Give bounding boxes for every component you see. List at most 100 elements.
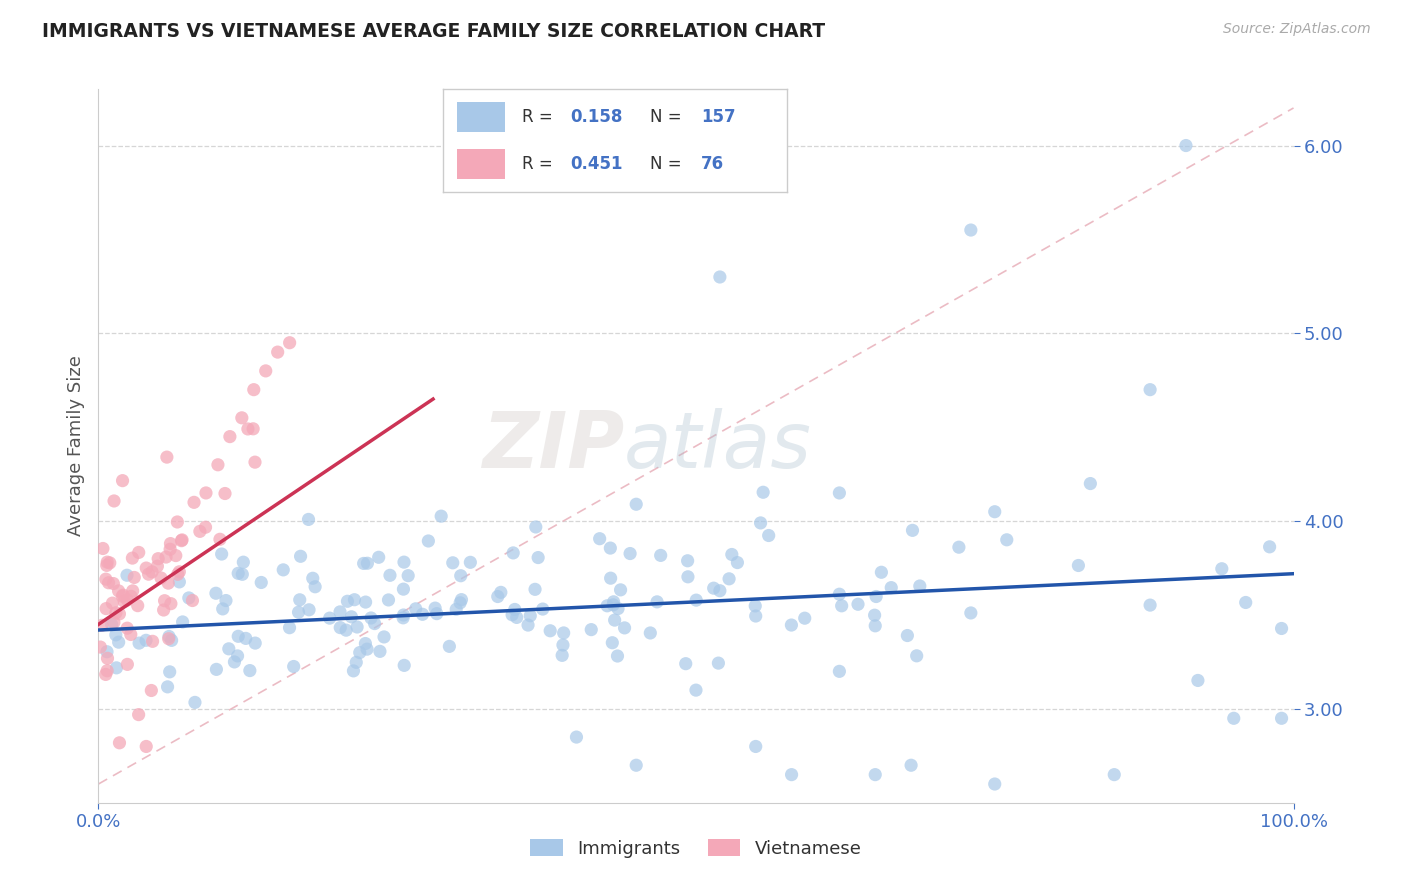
Point [752, 485, 775, 500]
Point [745, 609, 768, 624]
Point [103, 494, 125, 508]
Point [91, 618, 114, 632]
Point [96, 558, 118, 573]
Point [960, 223, 983, 237]
Point [141, 565, 163, 579]
Point [780, 767, 803, 781]
Point [758, 528, 780, 542]
Point [373, 630, 395, 644]
Point [117, 657, 139, 672]
Point [599, 541, 621, 555]
Point [157, 576, 180, 591]
Point [828, 665, 851, 679]
Point [340, 609, 363, 624]
Point [619, 547, 641, 561]
Point [177, 591, 200, 605]
Point [97, 575, 120, 590]
Point [645, 595, 668, 609]
Point [396, 568, 419, 582]
Text: atlas: atlas [624, 408, 813, 484]
Point [232, 555, 254, 569]
Point [166, 567, 188, 582]
Point [94, 601, 117, 615]
Point [112, 588, 135, 602]
Point [377, 593, 399, 607]
Point [449, 596, 471, 610]
Point [599, 571, 621, 585]
Point [531, 602, 554, 616]
Point [538, 624, 561, 638]
Point [995, 533, 1018, 547]
Point [553, 626, 575, 640]
Point [865, 619, 887, 633]
Point [243, 455, 266, 469]
Point [245, 636, 267, 650]
Point [160, 597, 183, 611]
Point [219, 429, 242, 443]
Text: 157: 157 [702, 108, 735, 126]
Point [120, 627, 142, 641]
Point [297, 512, 319, 526]
Point [368, 644, 391, 658]
Text: 0.451: 0.451 [571, 155, 623, 173]
Point [242, 422, 264, 436]
Text: 0.158: 0.158 [571, 108, 623, 126]
Point [170, 533, 193, 548]
Point [1258, 540, 1281, 554]
Point [718, 572, 741, 586]
Point [94, 667, 117, 681]
Point [103, 615, 125, 630]
Point [329, 605, 352, 619]
Point [828, 486, 851, 500]
Point [157, 632, 180, 646]
Point [1234, 595, 1257, 609]
Point [138, 567, 160, 582]
Point [108, 736, 131, 750]
Point [226, 566, 249, 581]
Point [104, 606, 127, 620]
Point [156, 680, 179, 694]
Point [460, 555, 482, 569]
Point [613, 621, 636, 635]
Point [707, 656, 730, 670]
Point [721, 548, 744, 562]
Point [1139, 598, 1161, 612]
Point [896, 628, 918, 642]
Point [214, 486, 236, 500]
Point [606, 648, 628, 663]
Point [392, 582, 415, 596]
Point [128, 545, 150, 559]
Point [503, 602, 526, 616]
Point [115, 621, 138, 635]
Point [169, 565, 191, 579]
Point [211, 547, 233, 561]
Point [346, 620, 368, 634]
Point [349, 646, 371, 660]
Point [343, 592, 366, 607]
Point [184, 695, 207, 709]
Point [1211, 562, 1233, 576]
Point [367, 550, 389, 565]
Point [392, 607, 415, 622]
Point [353, 557, 375, 571]
Point [565, 730, 588, 744]
Point [709, 270, 731, 285]
Point [1067, 558, 1090, 573]
Point [744, 599, 766, 613]
Text: R =: R = [522, 155, 558, 173]
Point [288, 592, 311, 607]
Point [153, 593, 176, 607]
Point [602, 595, 624, 609]
Point [150, 571, 173, 585]
Point [89, 640, 111, 654]
Point [356, 642, 378, 657]
Point [793, 611, 815, 625]
Point [356, 556, 378, 570]
Point [354, 595, 377, 609]
Point [120, 590, 142, 604]
Point [155, 549, 177, 564]
Point [159, 542, 181, 557]
Point [166, 515, 188, 529]
Point [501, 607, 523, 622]
Point [596, 599, 619, 613]
